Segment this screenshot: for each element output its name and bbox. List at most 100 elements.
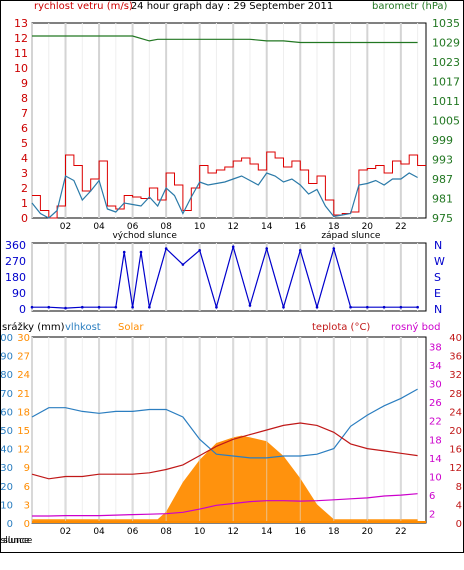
wind-direction-point <box>265 247 269 250</box>
climate-x-tick-label: 14 <box>261 527 273 537</box>
direction-y-tick-label: 270 <box>5 255 26 268</box>
wind-chart-title: 24 hour graph day : 29 September 2011 <box>131 1 333 12</box>
humidity-y-tick-label: 0 <box>7 519 13 530</box>
humidity-y-tick-label: 60 <box>0 407 13 418</box>
temperature-y-tick-label: 12 <box>449 463 462 474</box>
wind-direction-point <box>97 305 101 309</box>
temperature-y-tick-label: 32 <box>449 370 462 381</box>
wind-sunset-label: západ slunce <box>321 231 381 241</box>
pressure-y-tick-label: 1023 <box>432 56 460 69</box>
wind-y-tick-label: 5 <box>21 137 28 150</box>
direction-compass-label: S <box>434 271 441 284</box>
wind-direction-point <box>30 305 34 309</box>
climate-sunset-label: západ slunce <box>0 536 30 546</box>
wind-y-tick-label: 10 <box>14 62 28 75</box>
dewpoint-y-tick-label: 30 <box>429 380 442 391</box>
dewpoint-y-tick-label: 38 <box>429 342 442 353</box>
dewpoint-y-tick-label: 6 <box>429 491 435 502</box>
wind-x-tick-label: 06 <box>127 222 139 232</box>
wind-direction-point <box>181 263 185 266</box>
wind-y-tick-label: 8 <box>21 92 28 105</box>
pressure-y-tick-label: 1035 <box>432 17 460 30</box>
temperature-y-tick-label: 36 <box>449 352 462 363</box>
solar-area <box>32 435 418 523</box>
wind-y-tick-label: 12 <box>14 32 28 45</box>
rain-y-tick-label: 15 <box>17 426 30 437</box>
wind-axis-title: rychlost vetru (m/s) <box>34 1 133 12</box>
wind-direction-point <box>366 305 369 309</box>
rain-y-tick-label: 3 <box>24 500 30 511</box>
rain-y-tick-label: 12 <box>17 445 30 456</box>
humidity-y-tick-label: 100 <box>0 333 13 344</box>
rain-y-tick-label: 18 <box>17 407 30 418</box>
dewpoint-y-tick-label: 2 <box>429 510 435 521</box>
dewpoint-y-tick-label: 14 <box>429 454 442 465</box>
temperature-line <box>31 422 418 480</box>
rain-y-tick-label: 21 <box>17 389 30 400</box>
wind-y-tick-label: 9 <box>21 77 28 90</box>
wind-direction-point <box>148 305 151 309</box>
humidity-line <box>31 388 418 459</box>
direction-y-tick-label: 360 <box>5 239 26 252</box>
climate-x-tick-label: 08 <box>160 527 172 537</box>
pressure-y-tick-label: 1017 <box>432 76 460 89</box>
direction-plot-area <box>31 242 427 312</box>
climate-x-tick-label: 20 <box>362 527 374 537</box>
wind-x-tick-label: 22 <box>395 222 406 232</box>
pressure-y-tick-label: 987 <box>432 173 453 186</box>
climate-legend-label: rosný bod <box>391 321 440 333</box>
pressure-y-tick-label: 1011 <box>432 95 460 108</box>
direction-y-tick-label: 180 <box>5 271 26 284</box>
direction-compass-label: N <box>434 239 442 252</box>
rain-y-tick-label: 9 <box>24 463 30 474</box>
wind-direction-point <box>215 305 218 309</box>
dewpoint-y-tick-label: 26 <box>429 398 442 409</box>
dewpoint-y-tick-label: 34 <box>429 361 442 372</box>
humidity-y-tick-label: 80 <box>0 370 13 381</box>
wind-y-tick-label: 11 <box>14 47 28 60</box>
rain-y-tick-label: 30 <box>17 333 30 344</box>
direction-compass-label: E <box>434 287 441 300</box>
wind-direction-point <box>114 305 118 309</box>
wind-sunrise-label: východ slunce <box>112 231 177 241</box>
wind-direction-point <box>298 249 302 252</box>
climate-legend-label: vlhkost <box>65 322 101 333</box>
direction-y-tick-label: 0 <box>19 303 26 316</box>
climate-x-tick-label: 22 <box>395 527 406 537</box>
pressure-y-tick-label: 993 <box>432 154 453 167</box>
wind-y-tick-label: 0 <box>21 212 28 225</box>
dewpoint-y-tick-label: 18 <box>429 435 442 446</box>
wind-y-tick-label: 7 <box>21 107 28 120</box>
wind-y-tick-label: 2 <box>21 182 28 195</box>
humidity-y-tick-label: 50 <box>0 426 13 437</box>
temperature-y-tick-label: 0 <box>456 519 462 530</box>
pressure-y-tick-label: 981 <box>432 193 453 206</box>
wind-direction-point <box>231 245 235 249</box>
pressure-y-tick-label: 1005 <box>432 115 460 128</box>
pressure-axis-title: barometr (hPa) <box>372 1 448 12</box>
humidity-y-tick-label: 70 <box>0 389 13 400</box>
climate-x-tick-label: 12 <box>227 527 238 537</box>
wind-x-tick-label: 08 <box>160 222 172 232</box>
climate-x-tick-label: 10 <box>194 527 206 537</box>
humidity-y-tick-label: 20 <box>0 482 13 493</box>
wind-direction-point <box>399 305 403 309</box>
wind-direction-point <box>80 305 84 309</box>
wind-direction-point <box>416 305 419 309</box>
climate-x-tick-label: 06 <box>127 527 139 537</box>
wind-x-tick-label: 02 <box>60 222 71 232</box>
wind-y-tick-label: 1 <box>21 197 28 210</box>
climate-x-tick-label: 18 <box>328 527 340 537</box>
direction-y-tick-label: 90 <box>12 287 26 300</box>
wind-direction-point <box>164 247 168 250</box>
temperature-y-tick-label: 28 <box>449 389 462 400</box>
humidity-y-tick-label: 90 <box>0 352 13 363</box>
climate-legend-label: Solar <box>118 322 144 333</box>
climate-x-tick-label: 02 <box>60 527 71 537</box>
wind-direction-point <box>47 305 51 309</box>
humidity-y-tick-label: 30 <box>0 463 13 474</box>
wind-direction-point <box>139 250 143 254</box>
wind-x-tick-label: 12 <box>227 222 238 232</box>
